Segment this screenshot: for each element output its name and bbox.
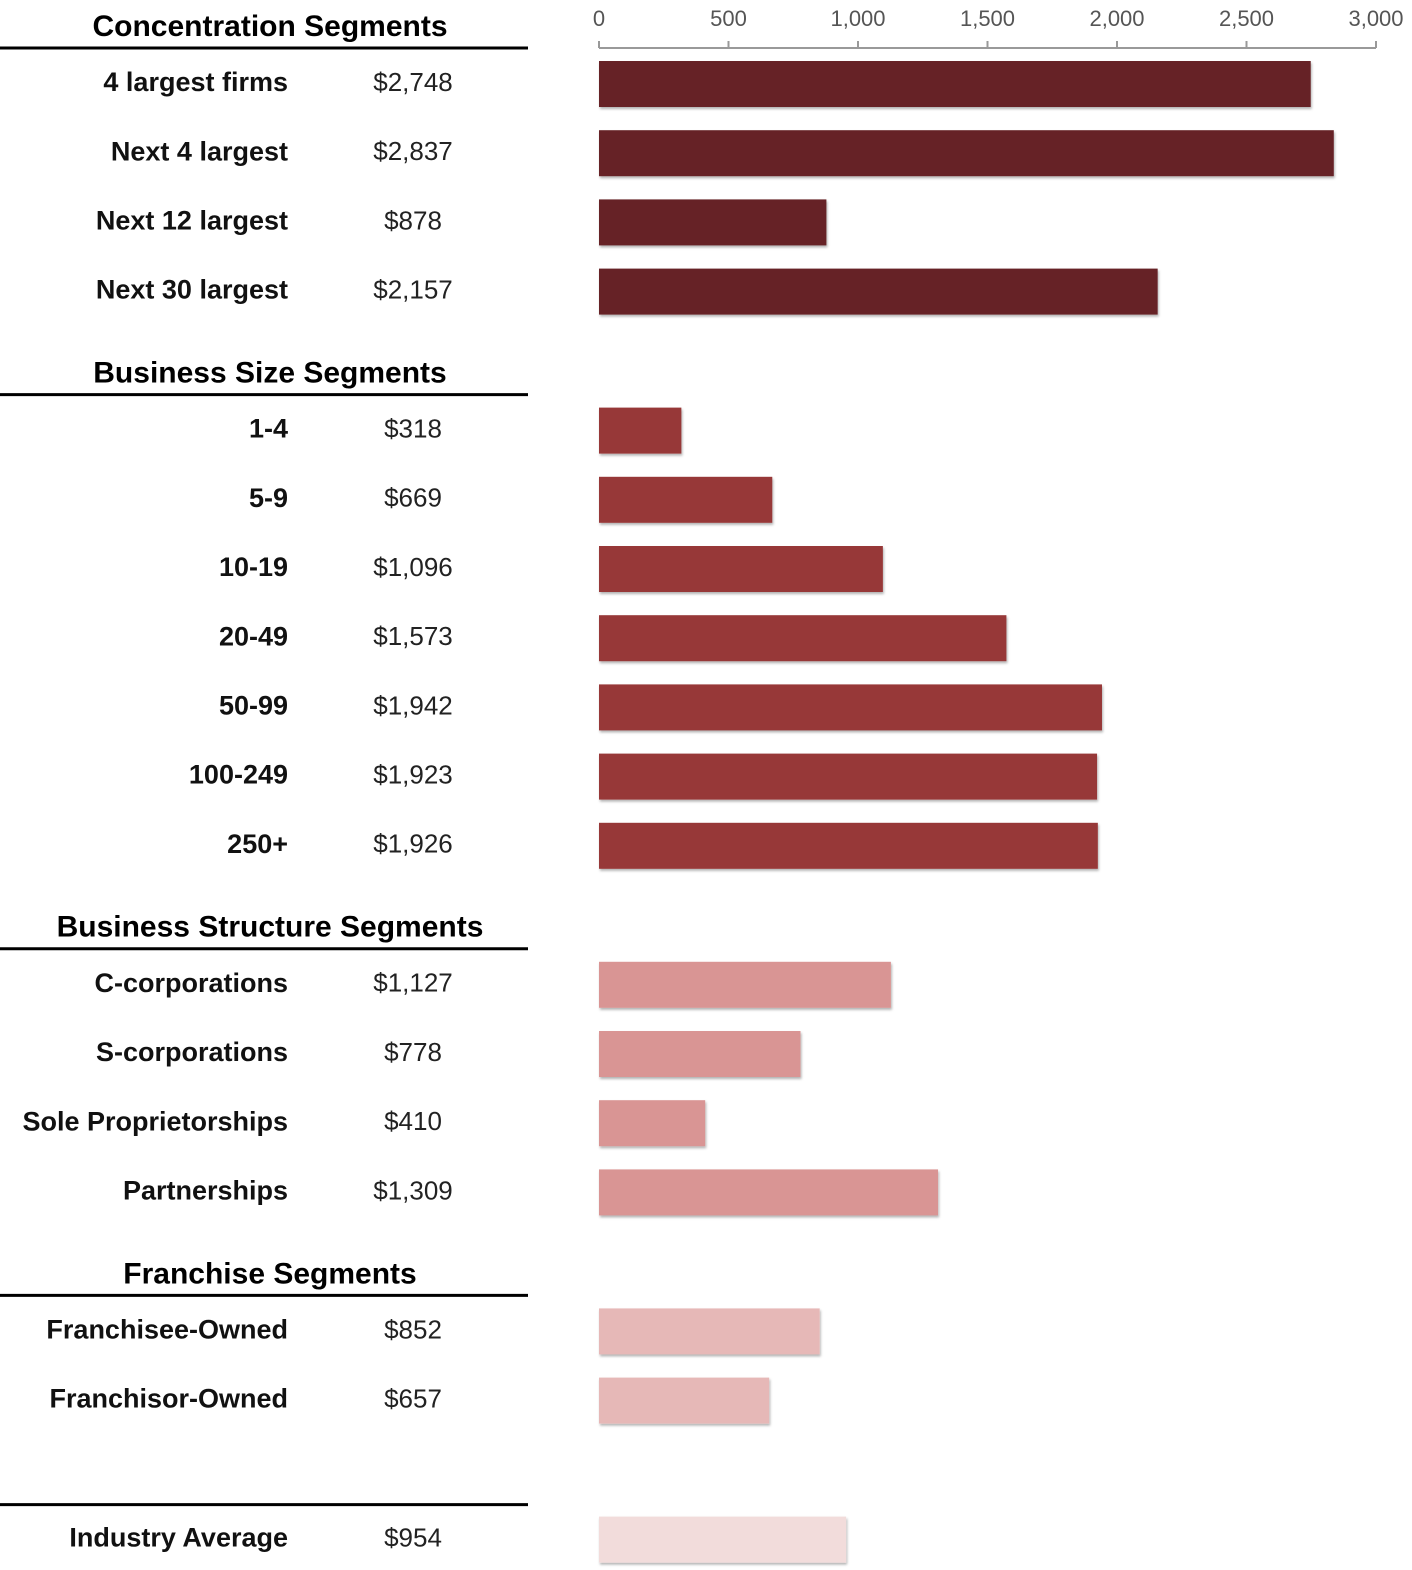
bar (599, 961, 891, 1008)
category-label: 10-19 (219, 552, 288, 582)
bar (599, 1169, 939, 1216)
bar (599, 476, 773, 523)
value-label: $2,157 (373, 274, 453, 304)
bar (599, 199, 827, 246)
value-label: $778 (384, 1037, 442, 1067)
category-label: Partnerships (123, 1176, 288, 1206)
value-label: $852 (384, 1314, 442, 1344)
category-label: 5-9 (249, 483, 288, 513)
category-label: 4 largest firms (103, 67, 288, 97)
group-title: Franchise Segments (123, 1257, 416, 1290)
bar (599, 546, 883, 592)
value-label: $1,573 (373, 621, 453, 651)
category-label: 250+ (227, 829, 288, 859)
group-title: Business Size Segments (93, 357, 446, 390)
x-tick-label: 0 (593, 6, 605, 31)
value-label: $878 (384, 205, 442, 235)
bar (599, 1100, 706, 1147)
group-title: Business Structure Segments (57, 911, 484, 944)
bar (599, 268, 1158, 315)
bar (599, 822, 1098, 869)
bar (599, 753, 1098, 800)
bar (599, 1377, 770, 1424)
value-label: $1,096 (373, 552, 453, 582)
bar (599, 61, 1311, 107)
value-label: $1,942 (373, 690, 453, 720)
x-tick-label: 1,500 (960, 6, 1015, 31)
bar (599, 1516, 847, 1563)
bar (599, 407, 682, 454)
category-label: Franchisor-Owned (49, 1384, 288, 1414)
category-label: C-corporations (94, 968, 288, 998)
x-tick-label: 2,500 (1219, 6, 1274, 31)
category-label: Franchisee-Owned (46, 1315, 288, 1345)
value-label: $318 (384, 413, 442, 443)
category-label: Next 30 largest (96, 275, 288, 305)
category-label: Next 4 largest (111, 136, 288, 166)
x-tick-label: 500 (710, 6, 747, 31)
x-tick-label: 1,000 (830, 6, 885, 31)
category-label: Industry Average (69, 1523, 288, 1553)
value-label: $2,837 (373, 136, 453, 166)
value-label: $1,926 (373, 829, 453, 859)
bar (599, 130, 1334, 177)
bar (599, 1308, 820, 1355)
bar (599, 1031, 801, 1077)
category-label: Next 12 largest (96, 206, 288, 236)
value-label: $1,309 (373, 1175, 453, 1205)
x-tick-label: 2,000 (1089, 6, 1144, 31)
x-tick-label: 3,000 (1348, 6, 1403, 31)
value-label: $1,923 (373, 759, 453, 789)
value-label: $2,748 (373, 67, 453, 97)
value-label: $410 (384, 1106, 442, 1136)
value-label: $669 (384, 483, 442, 513)
category-label: 50-99 (219, 691, 288, 721)
category-label: 100-249 (189, 760, 288, 790)
group-title: Concentration Segments (92, 10, 447, 43)
category-label: Sole Proprietorships (22, 1106, 288, 1136)
bar (599, 615, 1007, 662)
bar (599, 684, 1102, 731)
category-label: 20-49 (219, 621, 288, 651)
category-label: 1-4 (249, 414, 288, 444)
category-label: S-corporations (96, 1037, 288, 1067)
value-label: $657 (384, 1383, 442, 1413)
value-label: $954 (384, 1522, 442, 1552)
value-label: $1,127 (373, 968, 453, 998)
